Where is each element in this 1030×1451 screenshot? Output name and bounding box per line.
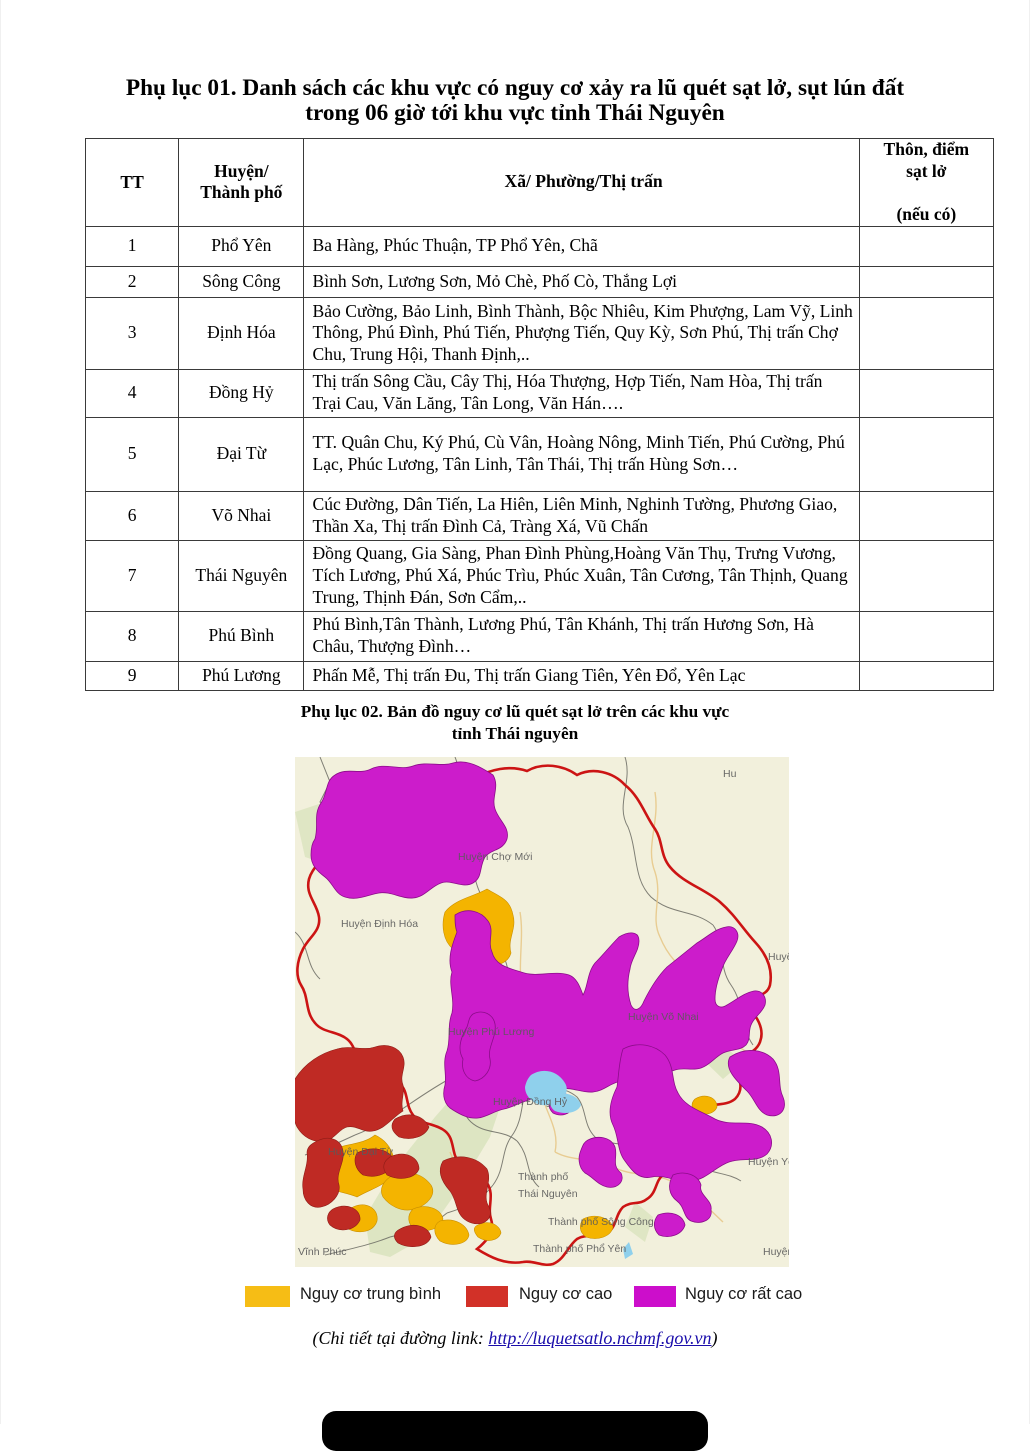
svg-text:Thành phố Phổ Yên: Thành phố Phổ Yên	[533, 1243, 626, 1255]
svg-text:Huyện Võ Nhai: Huyện Võ Nhai	[628, 1011, 699, 1023]
svg-text:Huyện Định Hóa: Huyện Định Hóa	[341, 918, 418, 930]
svg-text:Thành phố: Thành phố	[518, 1171, 568, 1183]
svg-text:Huyện Phú Lương: Huyện Phú Lương	[448, 1026, 534, 1038]
svg-text:Huyện Đồng Hỷ: Huyện Đồng Hỷ	[493, 1096, 568, 1108]
svg-text:Hu: Hu	[723, 768, 737, 780]
svg-text:Thành phố Sông Công: Thành phố Sông Công	[548, 1216, 654, 1228]
svg-text:Huyện Chợ Mới: Huyện Chợ Mới	[458, 851, 532, 863]
svg-text:Thái Nguyên: Thái Nguyên	[518, 1188, 578, 1200]
svg-text:Huyện: Huyện	[768, 951, 789, 963]
svg-text:Huyện Lạ: Huyện Lạ	[763, 1246, 789, 1258]
svg-text:Vĩnh Phúc: Vĩnh Phúc	[298, 1246, 346, 1258]
svg-text:Huyện Đại Từ: Huyện Đại Từ	[328, 1146, 393, 1158]
svg-text:Huyện Yên Thế: Huyện Yên Thế	[748, 1156, 789, 1168]
